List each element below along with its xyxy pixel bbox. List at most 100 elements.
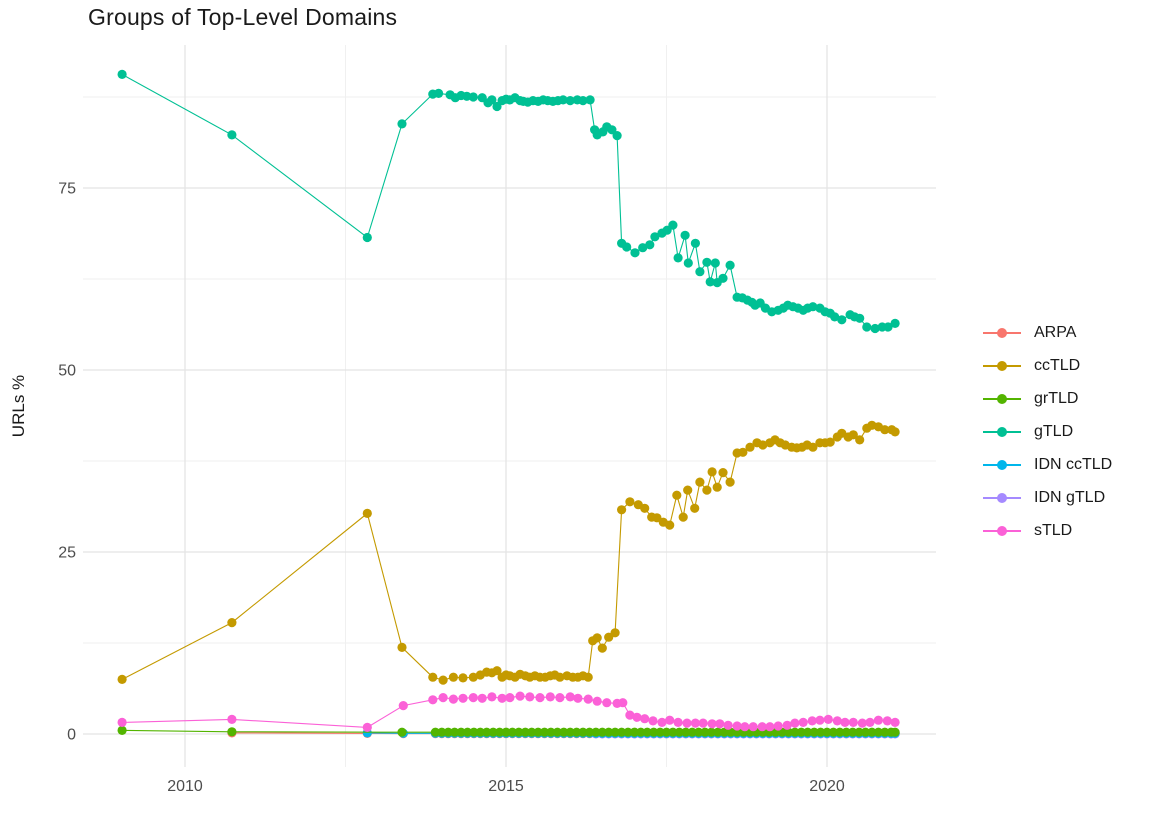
data-point bbox=[428, 672, 438, 682]
data-point bbox=[790, 718, 800, 728]
data-point bbox=[873, 727, 884, 737]
data-point bbox=[468, 672, 478, 682]
data-point bbox=[539, 727, 550, 737]
data-point bbox=[559, 727, 569, 737]
data-point bbox=[623, 727, 633, 737]
data-point bbox=[573, 693, 583, 703]
data-point bbox=[458, 673, 468, 683]
data-point bbox=[462, 727, 473, 737]
data-point bbox=[726, 727, 736, 737]
data-point bbox=[855, 313, 865, 323]
data-point bbox=[450, 727, 460, 737]
legend-key-idn-gtld bbox=[983, 492, 1021, 504]
data-point bbox=[712, 482, 722, 492]
data-point bbox=[665, 715, 675, 725]
x-tick-label: 2010 bbox=[167, 778, 203, 795]
data-point bbox=[702, 485, 712, 495]
data-point bbox=[397, 642, 407, 653]
series-cctld bbox=[117, 420, 900, 685]
data-point bbox=[469, 727, 479, 737]
data-point bbox=[706, 727, 717, 737]
data-point bbox=[487, 692, 497, 702]
data-point bbox=[583, 694, 593, 704]
data-point bbox=[565, 692, 575, 702]
data-point bbox=[610, 727, 620, 737]
data-point bbox=[837, 315, 847, 325]
data-point bbox=[501, 727, 511, 737]
data-point bbox=[665, 520, 675, 530]
data-point bbox=[592, 696, 602, 706]
data-point bbox=[854, 727, 864, 737]
data-point bbox=[796, 727, 806, 737]
data-point bbox=[592, 633, 602, 643]
data-point bbox=[707, 719, 717, 729]
data-point bbox=[713, 727, 723, 737]
data-point bbox=[640, 714, 650, 724]
data-point bbox=[661, 727, 672, 737]
data-point bbox=[488, 727, 498, 737]
data-point bbox=[610, 628, 620, 638]
data-point bbox=[808, 442, 818, 452]
legend-item-idn-cctld: IDN ccTLD bbox=[983, 448, 1112, 481]
data-point bbox=[428, 695, 438, 705]
data-point bbox=[809, 727, 819, 737]
data-point bbox=[672, 490, 682, 500]
data-point bbox=[584, 727, 595, 737]
data-point bbox=[617, 505, 627, 515]
series-stld bbox=[117, 691, 900, 733]
legend-key-idn-cctld bbox=[983, 459, 1021, 471]
data-point bbox=[362, 508, 372, 518]
data-point bbox=[873, 715, 884, 725]
data-point bbox=[681, 727, 691, 737]
data-point bbox=[865, 717, 875, 728]
data-point bbox=[668, 727, 678, 737]
data-point bbox=[482, 727, 492, 737]
data-point bbox=[687, 727, 697, 737]
data-point bbox=[497, 693, 507, 703]
data-point bbox=[604, 727, 614, 737]
legend-key-arpa bbox=[983, 327, 1021, 339]
data-point bbox=[642, 727, 652, 737]
data-point bbox=[648, 716, 658, 726]
data-point bbox=[630, 248, 640, 258]
data-point bbox=[625, 710, 635, 720]
data-point bbox=[604, 632, 614, 642]
data-point bbox=[890, 427, 900, 437]
data-point bbox=[840, 717, 850, 728]
data-point bbox=[434, 88, 444, 98]
data-point bbox=[765, 722, 775, 732]
data-point bbox=[674, 727, 684, 737]
data-point bbox=[890, 717, 900, 728]
data-point bbox=[552, 727, 563, 737]
legend-dot-icon bbox=[997, 426, 1007, 437]
x-tick-label: 2015 bbox=[488, 778, 524, 795]
data-point bbox=[585, 95, 595, 105]
data-point bbox=[507, 727, 517, 737]
data-point bbox=[825, 437, 835, 447]
data-point bbox=[487, 95, 497, 105]
data-point bbox=[848, 717, 858, 728]
data-point bbox=[650, 232, 660, 242]
legend-item-grtld: grTLD bbox=[983, 382, 1112, 415]
data-point bbox=[597, 643, 607, 653]
data-point bbox=[823, 714, 833, 725]
data-point bbox=[698, 718, 708, 728]
data-point bbox=[702, 257, 712, 267]
data-point bbox=[227, 618, 237, 628]
legend-label: gTLD bbox=[1034, 422, 1074, 440]
data-point bbox=[468, 693, 478, 703]
axis-tick-labels: 0 25 50 75 2010 2015 2020 bbox=[58, 181, 845, 796]
data-point bbox=[583, 672, 593, 682]
data-point bbox=[883, 322, 893, 332]
data-point bbox=[477, 693, 487, 703]
data-point bbox=[870, 323, 880, 334]
data-point bbox=[227, 130, 237, 140]
data-point bbox=[738, 447, 748, 457]
data-point bbox=[622, 242, 632, 252]
data-point bbox=[362, 232, 372, 243]
data-point bbox=[657, 717, 667, 728]
data-point bbox=[695, 477, 705, 487]
data-point bbox=[745, 442, 755, 452]
data-point bbox=[117, 674, 127, 685]
